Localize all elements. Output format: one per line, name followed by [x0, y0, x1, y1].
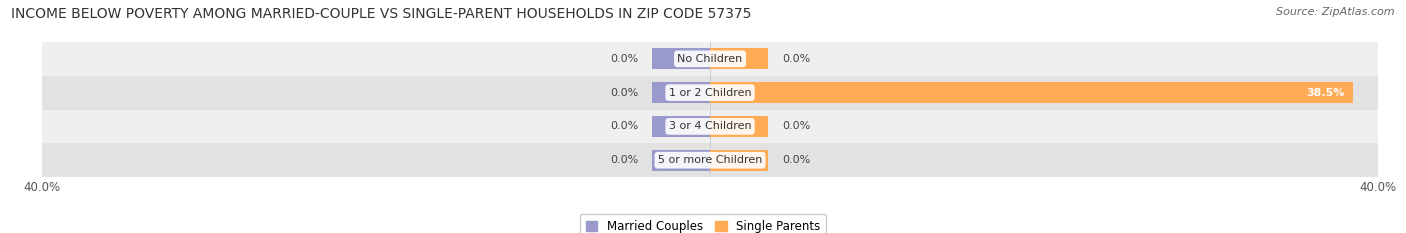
Text: 0.0%: 0.0% — [782, 155, 810, 165]
Bar — [42, 110, 1378, 143]
Bar — [710, 116, 769, 137]
Text: 38.5%: 38.5% — [1306, 88, 1344, 98]
Text: 3 or 4 Children: 3 or 4 Children — [669, 121, 751, 131]
Bar — [710, 150, 769, 171]
Bar — [651, 150, 710, 171]
Bar — [42, 42, 1378, 76]
Bar — [42, 143, 1378, 177]
Text: 0.0%: 0.0% — [610, 121, 638, 131]
Bar — [651, 48, 710, 69]
Bar — [651, 82, 710, 103]
Legend: Married Couples, Single Parents: Married Couples, Single Parents — [579, 214, 827, 233]
Bar — [710, 82, 1353, 103]
Text: 0.0%: 0.0% — [782, 121, 810, 131]
Text: 0.0%: 0.0% — [782, 54, 810, 64]
Text: 0.0%: 0.0% — [610, 155, 638, 165]
Text: Source: ZipAtlas.com: Source: ZipAtlas.com — [1277, 7, 1395, 17]
Bar — [710, 48, 769, 69]
Text: 0.0%: 0.0% — [610, 88, 638, 98]
Text: 1 or 2 Children: 1 or 2 Children — [669, 88, 751, 98]
Text: No Children: No Children — [678, 54, 742, 64]
Text: 0.0%: 0.0% — [610, 54, 638, 64]
Bar — [651, 116, 710, 137]
Text: 5 or more Children: 5 or more Children — [658, 155, 762, 165]
Text: INCOME BELOW POVERTY AMONG MARRIED-COUPLE VS SINGLE-PARENT HOUSEHOLDS IN ZIP COD: INCOME BELOW POVERTY AMONG MARRIED-COUPL… — [11, 7, 752, 21]
Bar — [42, 76, 1378, 110]
